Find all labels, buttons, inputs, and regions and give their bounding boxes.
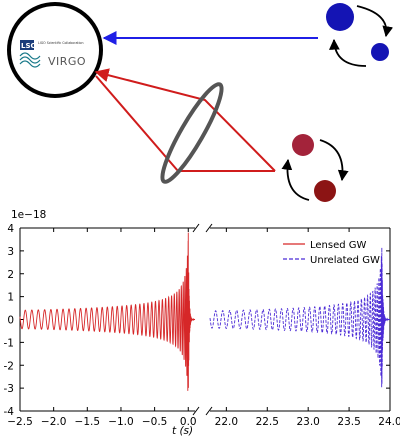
orbit-arrow-icon — [328, 38, 367, 67]
y-tick-label: -2 — [4, 360, 14, 372]
legend: Lensed GW Unrelated GW — [283, 240, 380, 266]
legend-label-unrelated: Unrelated GW — [310, 255, 380, 266]
red-binary — [281, 134, 349, 202]
legend-label-lensed: Lensed GW — [310, 240, 367, 251]
x-tick-label: −2.0 — [41, 416, 67, 428]
x-tick-label: 0.0 — [180, 416, 197, 428]
x-tick-label: 22.5 — [256, 416, 279, 428]
red-body-lower — [314, 180, 336, 202]
red-body-upper — [292, 134, 314, 156]
y-tick-label: -1 — [4, 337, 14, 349]
y-tick-label: -3 — [4, 383, 14, 395]
y-exponent-label: 1e−18 — [11, 209, 46, 221]
x-axis-label: t (s) — [172, 425, 193, 437]
lsc-badge — [20, 40, 34, 50]
x-tick-label: 23.0 — [296, 416, 319, 428]
y-tick-label: 3 — [7, 246, 14, 258]
y-ticks: -4 -3 -2 -1 0 1 2 3 4 — [4, 223, 390, 418]
x-ticks: −2.5 −2.0 −1.5 −1.0 −0.5 0.0 22.0 22.5 23.0 23.5 2… — [7, 228, 400, 428]
x-tick-label: 23.5 — [337, 416, 360, 428]
orbit-arrow-icon — [356, 5, 394, 38]
series-line-lensed — [19, 232, 196, 391]
lensed-ray-upper — [94, 68, 276, 172]
schematic: LSC LIGO Scientific Collaboration VIRGO — [7, 2, 394, 202]
blue-body-small — [371, 43, 389, 61]
virgo-swirl-icon — [19, 52, 41, 68]
blue-binary — [326, 3, 394, 67]
x-tick-label: 24.0 — [378, 416, 400, 428]
blue-body-large — [326, 3, 354, 31]
detector-circle — [7, 2, 103, 98]
y-tick-label: 4 — [7, 223, 14, 235]
lsc-label: LSC — [21, 42, 36, 50]
lens-ring — [160, 82, 224, 184]
virgo-label: VIRGO — [48, 55, 86, 68]
y-tick-label: 1 — [7, 292, 14, 304]
y-tick-label: 0 — [7, 315, 14, 327]
x-tick-label: 22.0 — [215, 416, 238, 428]
x-tick-label: −2.5 — [7, 416, 33, 428]
axis-break-marks — [192, 223, 213, 416]
y-tick-label: 2 — [7, 269, 14, 281]
strain-chart: 1e−18 -4 -3 -2 -1 0 1 2 3 4 −2.5 −2.0 −1.5 −1.0 −0.5… — [4, 209, 400, 437]
detector-logo: LSC LIGO Scientific Collaboration VIRGO — [7, 2, 103, 98]
orbit-arrow-icon — [319, 139, 349, 182]
x-tick-label: −0.5 — [142, 416, 168, 428]
x-axis-label-text: t (s) — [172, 425, 193, 437]
series-line-unrelated — [209, 247, 391, 388]
series-group — [19, 232, 391, 391]
y-tick-label: -4 — [4, 406, 15, 418]
lsc-subtext: LIGO Scientific Collaboration — [38, 41, 84, 45]
orbit-arrow-icon — [281, 158, 310, 201]
x-tick-label: −1.0 — [108, 416, 134, 428]
x-tick-label: −1.5 — [75, 416, 101, 428]
